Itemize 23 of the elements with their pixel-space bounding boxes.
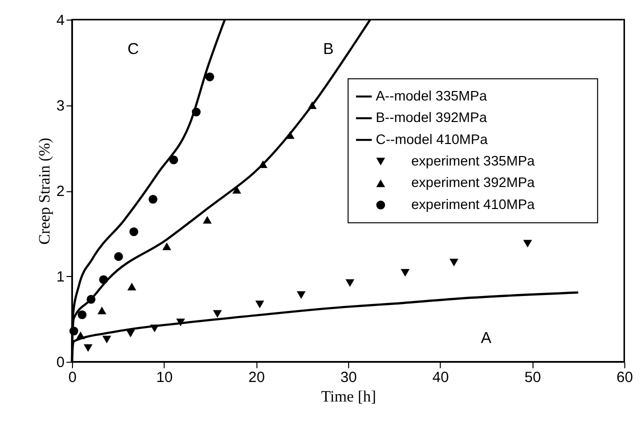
legend-label: A--model 335MPa [376,88,488,104]
y-tick-label: 0 [56,355,65,372]
x-tick-label: 40 [432,370,449,386]
y-axis-title: Creep Strain (%) [36,138,54,245]
x-tick-label: 50 [524,370,541,386]
x-axis-title: Time [h] [321,388,376,406]
x-tick-label: 60 [616,370,633,386]
legend-label: experiment 392MPa [411,175,536,190]
x-tick-label: 10 [156,370,173,386]
y-tick-label: 4 [56,13,65,30]
legend-label: C--model 410MPa [376,132,488,147]
annotation: A [480,330,492,348]
x-tick-label: 0 [68,370,77,386]
x-tick-label: 20 [248,370,265,386]
y-tick-label: 1 [56,270,65,286]
annotation: B [323,41,334,58]
y-tick-label: 2 [56,184,65,200]
annotation: C [127,41,139,58]
x-tick-label: 30 [340,370,357,386]
y-tick-label: 3 [56,98,65,115]
legend-label: B--model 392MPa [376,110,488,126]
legend-label: experiment 335MPa [411,154,536,169]
legend-label: experiment 410MPa [411,196,536,212]
